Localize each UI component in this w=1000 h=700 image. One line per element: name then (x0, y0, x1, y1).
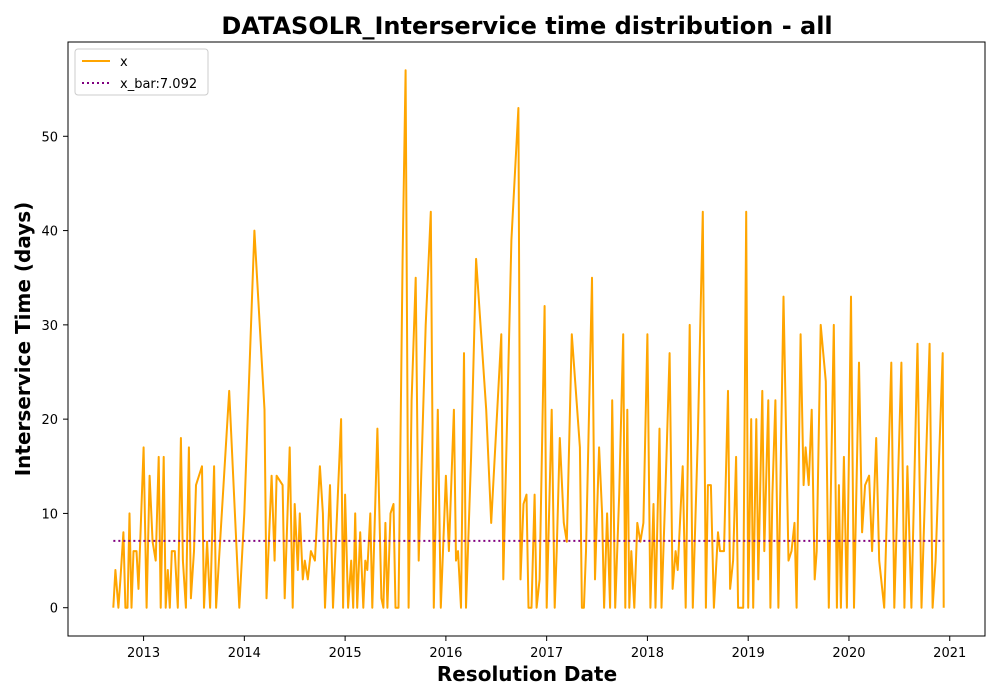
y-axis-label: Interservice Time (days) (11, 202, 35, 477)
y-axis-ticks: 0 10 20 30 40 50 (41, 130, 68, 617)
legend-label-x: x (120, 55, 128, 70)
x-tick-label: 2018 (631, 646, 664, 661)
series-x-line (112, 69, 945, 609)
chart-title: DATASOLR_Interservice time distribution … (221, 12, 832, 40)
x-axis-ticks: 2013 2014 2015 2016 2017 2018 2019 2020 2021 (127, 636, 966, 661)
legend-label-x-bar: x_bar:7.092 (120, 77, 197, 92)
y-tick-label: 0 (50, 602, 58, 617)
y-tick-label: 40 (41, 225, 58, 240)
y-tick-label: 10 (41, 507, 58, 522)
plot-frame (67, 41, 986, 637)
legend: x x_bar:7.092 (74, 48, 209, 96)
x-tick-label: 2019 (732, 646, 765, 661)
y-tick-label: 50 (41, 130, 58, 145)
x-tick-label: 2014 (228, 646, 261, 661)
x-tick-label: 2021 (933, 646, 966, 661)
x-tick-label: 2016 (429, 646, 462, 661)
y-tick-label: 20 (41, 413, 58, 428)
y-tick-label: 30 (41, 319, 58, 334)
x-tick-label: 2015 (329, 646, 362, 661)
x-axis-label: Resolution Date (437, 662, 617, 686)
x-tick-label: 2017 (530, 646, 563, 661)
x-tick-label: 2020 (832, 646, 865, 661)
x-tick-label: 2013 (127, 646, 160, 661)
